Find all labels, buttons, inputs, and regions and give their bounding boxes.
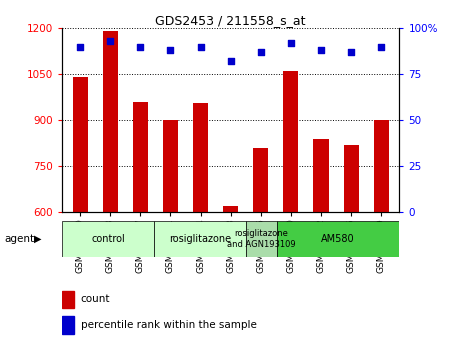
Bar	[62, 316, 74, 334]
Point	[137, 44, 144, 50]
Bar	[277, 221, 399, 257]
Text: AM580: AM580	[321, 234, 355, 244]
Point	[317, 47, 325, 53]
Point	[347, 50, 355, 55]
Bar	[154, 221, 246, 257]
Bar	[163, 120, 178, 354]
Point	[167, 47, 174, 53]
Bar	[283, 71, 298, 354]
Bar	[73, 78, 88, 354]
Text: percentile rank within the sample: percentile rank within the sample	[80, 320, 257, 330]
Text: rosiglitazone
and AGN193109: rosiglitazone and AGN193109	[227, 229, 296, 249]
Bar	[223, 206, 238, 354]
Text: count: count	[80, 295, 110, 304]
Bar	[133, 102, 148, 354]
Text: rosiglitazone: rosiglitazone	[169, 234, 231, 244]
Point	[378, 44, 385, 50]
Bar	[253, 148, 269, 354]
Point	[197, 44, 204, 50]
Bar	[344, 145, 358, 354]
Bar	[103, 32, 118, 354]
Bar	[313, 139, 329, 354]
Text: agent: agent	[5, 234, 35, 244]
Title: GDS2453 / 211558_s_at: GDS2453 / 211558_s_at	[156, 14, 306, 27]
Text: control: control	[91, 234, 125, 244]
Text: ▶: ▶	[34, 234, 42, 244]
Bar	[62, 221, 154, 257]
Bar	[193, 103, 208, 354]
Point	[106, 38, 114, 44]
Bar	[246, 221, 277, 257]
Point	[287, 40, 295, 46]
Bar	[62, 291, 74, 308]
Point	[227, 59, 235, 64]
Bar	[374, 120, 389, 354]
Point	[257, 50, 264, 55]
Point	[76, 44, 84, 50]
